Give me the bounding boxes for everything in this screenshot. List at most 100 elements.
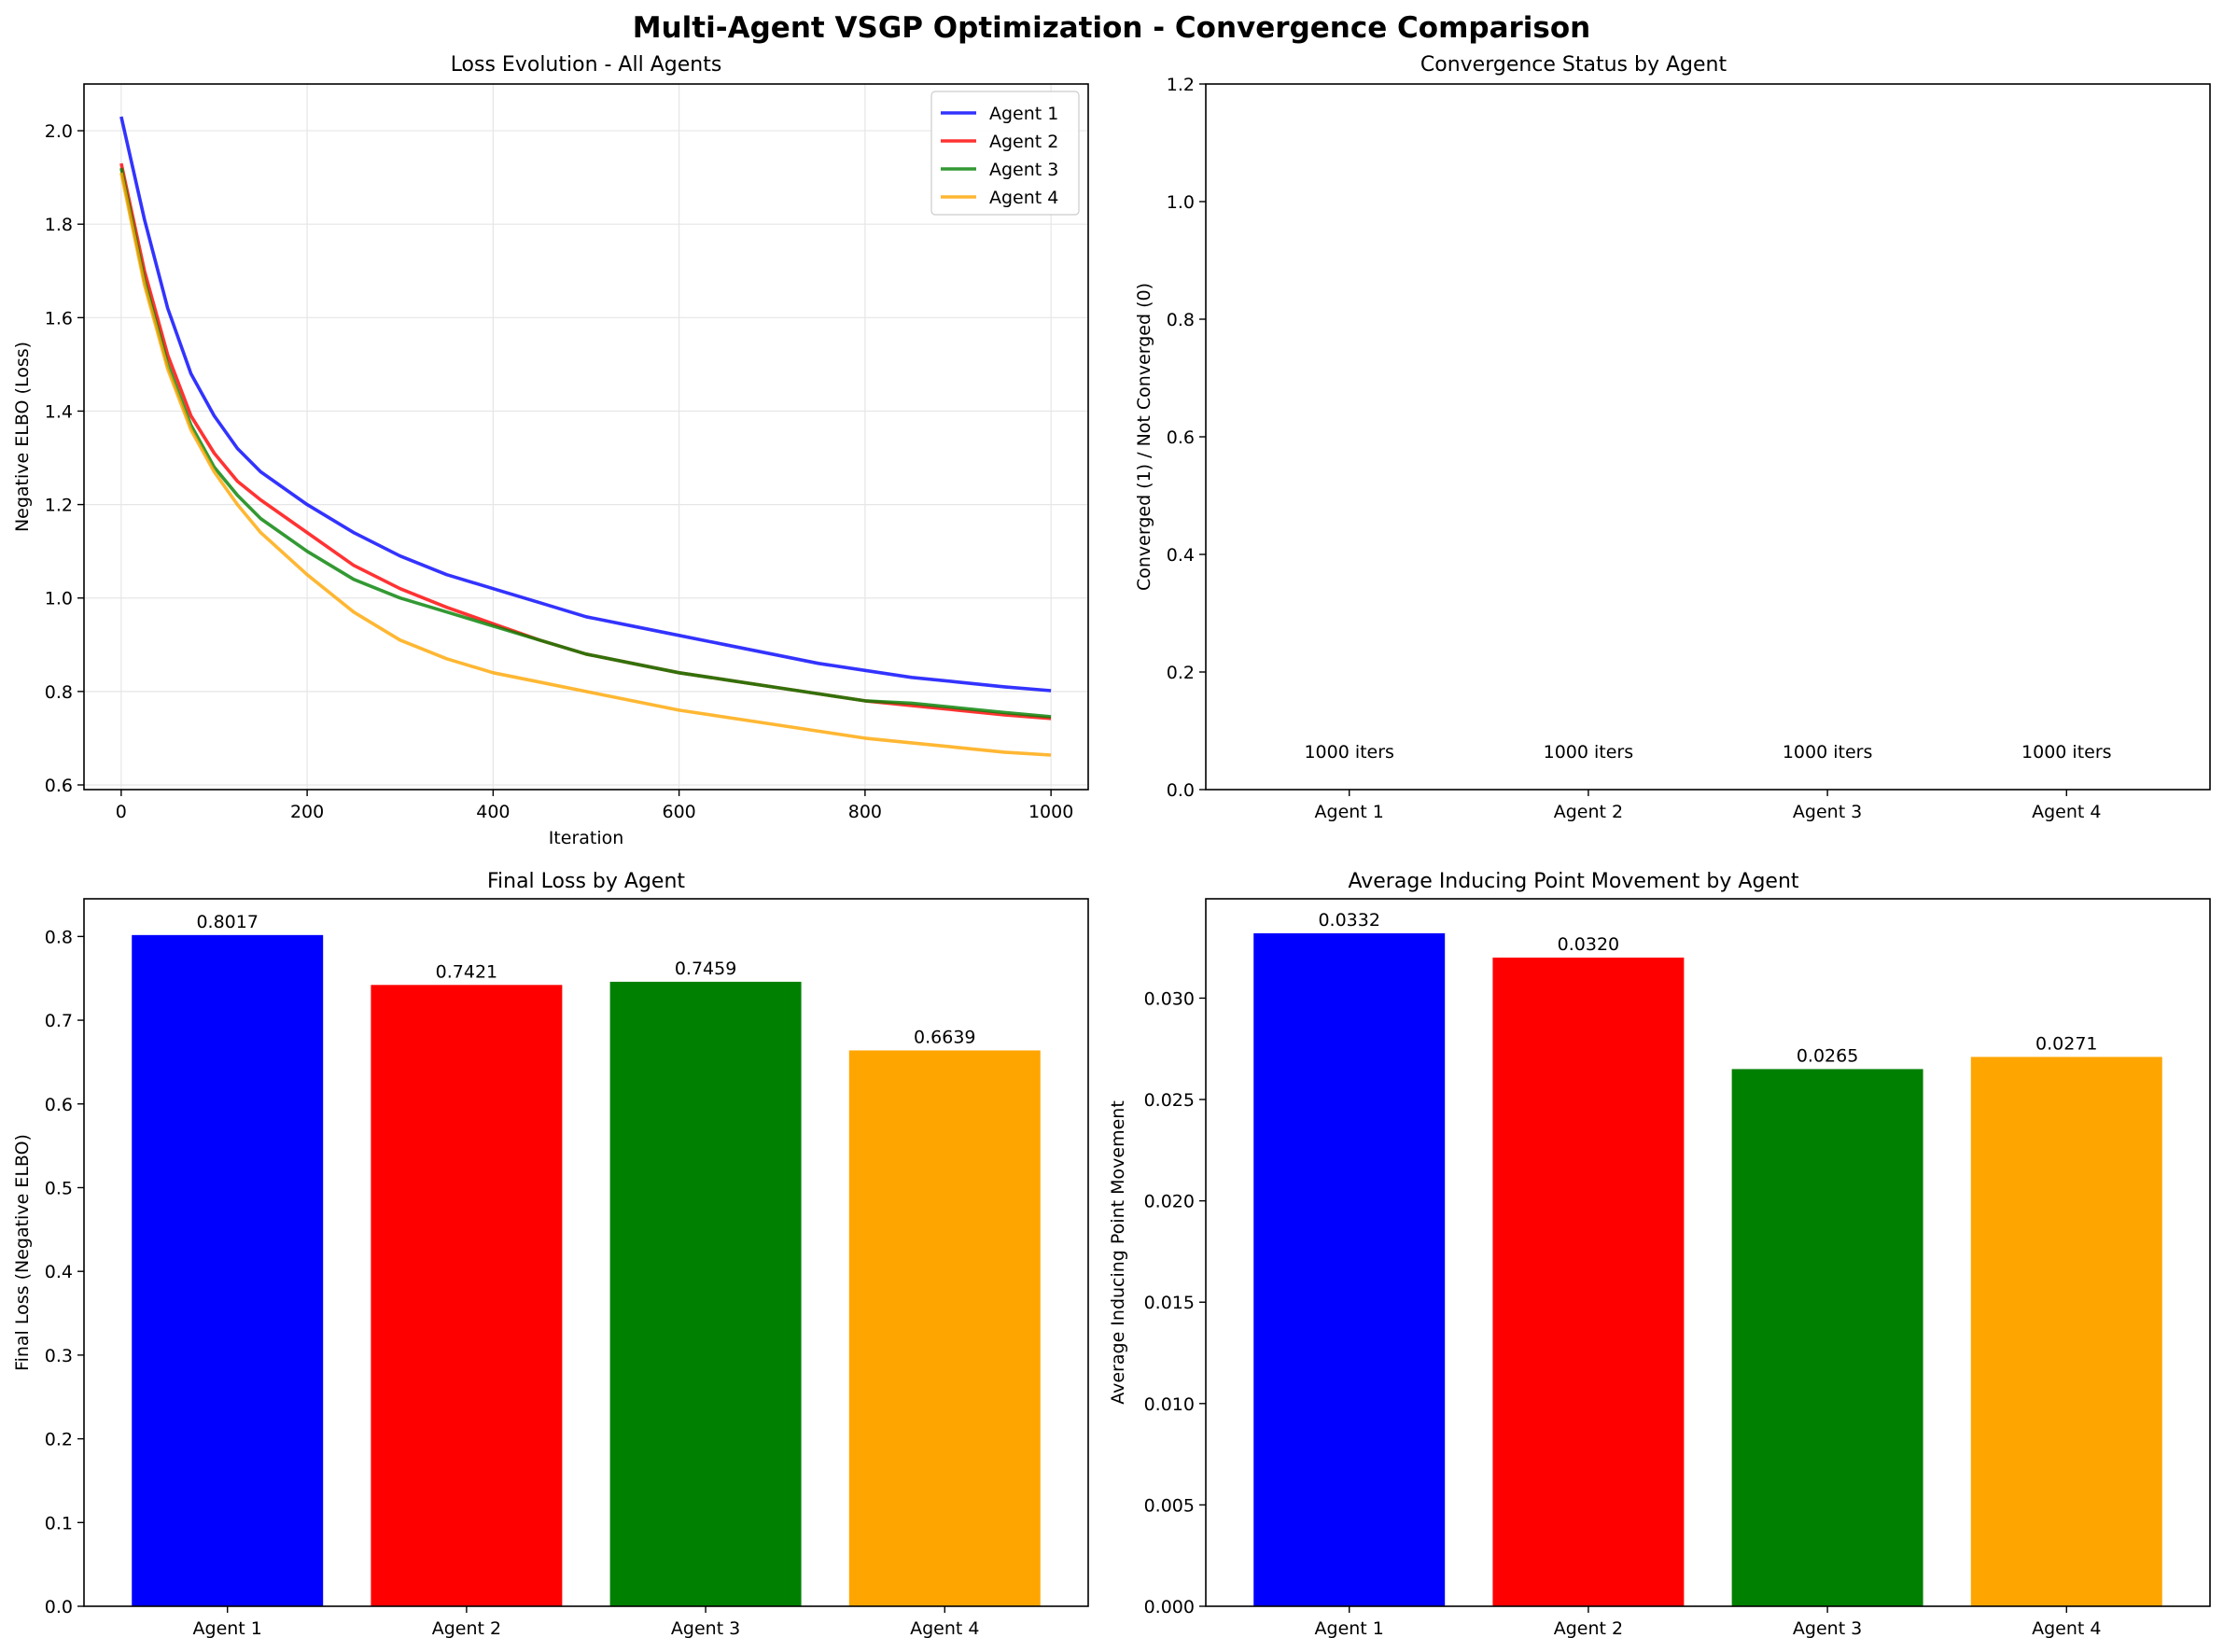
convergence-y-tick-label: 0.2 [1167,663,1195,683]
movement-x-tick-label: Agent 3 [1793,1618,1862,1639]
final-loss-value-label: 0.7459 [675,959,736,979]
loss-x-tick-label: 800 [848,802,882,822]
loss-y-tick-label: 0.6 [45,776,73,796]
final-loss-bar-agent-4 [848,1050,1041,1606]
movement-y-tick-label: 0.020 [1144,1192,1195,1212]
final-loss-chart-title: Final Loss by Agent [487,870,685,893]
movement-x-tick-label: Agent 2 [1554,1618,1623,1639]
movement-value-label: 0.0265 [1797,1045,1858,1066]
convergence-annotation: 1000 iters [2021,742,2112,763]
convergence-x-tick-label: Agent 3 [1793,802,1862,822]
movement-panel: Average Inducing Point Movement by Agent… [1108,870,2211,1639]
loss-y-tick-label: 0.8 [45,682,73,703]
final-loss-y-tick-label: 0.3 [45,1346,73,1366]
loss-line-agent-1 [119,116,1052,693]
final-loss-plot-frame [83,898,1089,1607]
convergence-annotation: 1000 iters [1783,742,1873,763]
movement-x-tick-label: Agent 1 [1315,1618,1384,1639]
loss-y-tick-label: 1.0 [45,589,73,609]
convergence-y-tick-label: 0.6 [1167,427,1195,448]
final-loss-y-tick-label: 0.2 [45,1430,73,1450]
convergence-y-axis-label: Converged (1) / Not Converged (0) [1134,283,1154,591]
movement-y-tick-label: 0.010 [1144,1394,1195,1415]
figure-suptitle: Multi-Agent VSGP Optimization - Converge… [633,11,1590,45]
movement-axes: 0.000 0.005 0.010 0.015 0.020 0.025 0.030 Agent… [1144,988,2102,1639]
loss-y-tick-label: 1.6 [45,308,73,329]
movement-value-label: 0.0271 [2035,1033,2097,1054]
movement-chart-title: Average Inducing Point Movement by Agent [1348,870,1798,893]
final-loss-x-tick-label: Agent 1 [193,1618,262,1639]
loss-plot-frame [83,83,1089,791]
loss-line-agent-3 [119,167,1052,719]
loss-x-tick-label: 200 [290,802,324,822]
movement-value-label: 0.0332 [1318,910,1379,931]
final-loss-axes: 0.0 0.1 0.2 0.3 0.4 0.5 0.6 0.7 0.8 Agent 1 Agent … [45,927,980,1639]
final-loss-y-tick-label: 0.1 [45,1513,73,1533]
loss-x-tick-label: 1000 [1028,802,1073,822]
final-loss-bar-agent-3 [609,981,802,1606]
convergence-plot-frame [1205,83,2211,791]
convergence-y-tick-label: 0.4 [1167,545,1195,566]
legend-box [930,91,1080,216]
final-loss-y-tick-label: 0.5 [45,1178,73,1198]
convergence-y-tick-label: 0.8 [1167,310,1195,330]
movement-bar-agent-2 [1492,957,1685,1606]
loss-axes: 0 200 400 600 800 1000 0.6 0.8 1.0 1.2 1.4 1.6 1.8 2.… [45,121,1074,822]
legend-label-agent-4: Agent 4 [989,188,1058,208]
movement-y-tick-label: 0.000 [1144,1597,1195,1617]
convergence-y-tick-label: 1.2 [1167,75,1195,95]
final-loss-bar-agent-2 [371,985,563,1606]
movement-y-tick-label: 0.005 [1144,1495,1195,1516]
final-loss-y-tick-label: 0.4 [45,1262,73,1282]
convergence-marks: 1000 iters 1000 iters 1000 iters 1000 iters [1304,742,2111,763]
convergence-annotation: 1000 iters [1304,742,1394,763]
convergence-x-tick-label: Agent 4 [2032,802,2101,822]
final-loss-x-tick-label: Agent 4 [910,1618,979,1639]
convergence-chart-title: Convergence Status by Agent [1420,53,1727,77]
convergence-status-panel: Convergence Status by Agent 1000 iters 10… [1134,53,2211,822]
final-loss-x-tick-label: Agent 3 [671,1618,740,1639]
movement-y-axis-label: Average Inducing Point Movement [1108,1100,1128,1405]
final-loss-y-axis-label: Final Loss (Negative ELBO) [12,1134,33,1371]
loss-chart-title: Loss Evolution - All Agents [451,53,722,77]
movement-y-tick-label: 0.015 [1144,1293,1195,1313]
convergence-y-tick-label: 1.0 [1167,192,1195,213]
loss-evolution-panel: Loss Evolution - All Agents 0 200 400 600 80… [12,53,1089,848]
convergence-y-tick-label: 0.0 [1167,780,1195,801]
movement-bar-agent-1 [1253,932,1446,1606]
loss-x-tick-label: 600 [662,802,695,822]
final-loss-y-tick-label: 0.6 [45,1095,73,1115]
final-loss-x-tick-label: Agent 2 [432,1618,501,1639]
loss-y-tick-label: 1.4 [45,401,73,422]
movement-bars: 0.0332 0.0320 0.0265 0.0271 [1253,910,2162,1606]
final-loss-value-label: 0.8017 [196,912,258,932]
final-loss-value-label: 0.7421 [436,961,497,982]
final-loss-bar-agent-1 [132,934,324,1606]
loss-y-tick-label: 2.0 [45,121,73,142]
final-loss-y-tick-label: 0.7 [45,1011,73,1031]
loss-line-agent-2 [119,162,1052,721]
final-loss-bars: 0.8017 0.7421 0.7459 0.6639 [132,912,1041,1606]
movement-value-label: 0.0320 [1558,934,1619,955]
final-loss-y-tick-label: 0.0 [45,1597,73,1617]
convergence-x-tick-label: Agent 2 [1554,802,1623,822]
movement-plot-frame [1205,898,2211,1607]
convergence-x-tick-label: Agent 1 [1315,802,1384,822]
movement-y-tick-label: 0.030 [1144,988,1195,1009]
movement-bar-agent-3 [1731,1069,1923,1606]
legend-label-agent-1: Agent 1 [989,104,1058,124]
loss-lines [119,116,1052,757]
loss-legend: Agent 1 Agent 2 Agent 3 Agent 4 [930,91,1080,216]
convergence-axes: 0.0 0.2 0.4 0.6 0.8 1.0 1.2 Agent 1 Agent 2 Agent… [1167,75,2102,822]
loss-line-agent-4 [119,172,1052,757]
movement-bar-agent-4 [1970,1057,2162,1606]
final-loss-y-tick-label: 0.8 [45,927,73,947]
legend-label-agent-3: Agent 3 [989,160,1058,180]
loss-x-axis-label: Iteration [549,828,624,848]
loss-y-axis-label: Negative ELBO (Loss) [12,342,33,532]
legend-label-agent-2: Agent 2 [989,132,1058,152]
convergence-annotation: 1000 iters [1544,742,1634,763]
loss-y-tick-label: 1.8 [45,215,73,235]
